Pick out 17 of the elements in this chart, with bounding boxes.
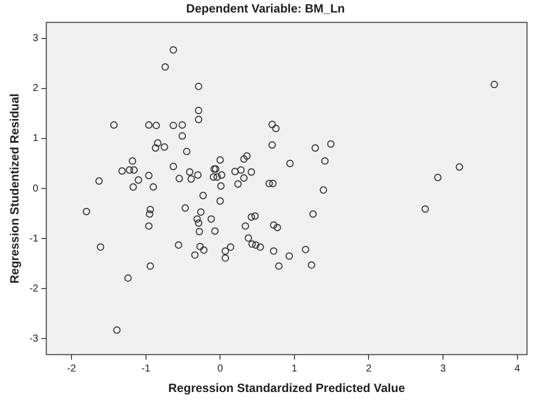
x-tick-label: -2 — [67, 363, 76, 374]
y-tick-label: 2 — [32, 83, 39, 94]
x-tick-label: -1 — [141, 363, 151, 374]
y-tick-label: 3 — [32, 33, 39, 44]
y-tick-label: -2 — [29, 283, 39, 294]
x-axis-title: Regression Standardized Predicted Value — [168, 381, 406, 396]
y-tick-label: -1 — [29, 233, 39, 244]
x-tick-label: 1 — [292, 363, 298, 374]
x-tick-label: 2 — [366, 363, 372, 374]
x-tick-label: 3 — [440, 363, 446, 374]
y-tick-label: -3 — [29, 333, 39, 344]
y-tick-label: 1 — [32, 133, 39, 144]
chart-title: Dependent Variable: BM_Ln — [186, 2, 345, 16]
x-tick-label: 0 — [217, 363, 224, 374]
y-tick-label: 0 — [32, 183, 39, 194]
x-tick-label: 4 — [514, 363, 521, 374]
y-axis-title: Regression Studentized Residual — [8, 93, 22, 284]
